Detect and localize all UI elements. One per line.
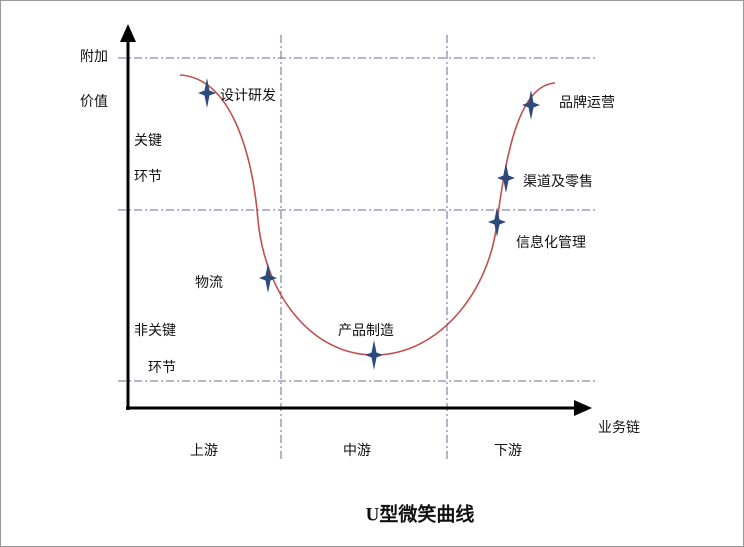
x-axis-label: 业务链 [598, 420, 640, 436]
y-axis-label: 附加 [80, 49, 108, 65]
y-arrow [120, 24, 136, 42]
x-arrow [574, 400, 592, 416]
stage-label: 中游 [343, 443, 371, 459]
star-marker [259, 263, 277, 293]
star-marker [497, 163, 515, 193]
point-label: 设计研发 [220, 88, 276, 104]
title: U型微笑曲线 [366, 502, 475, 525]
markers [198, 78, 540, 370]
star-marker [522, 90, 540, 120]
point-label: 信息化管理 [516, 234, 586, 251]
zone-label: 非关键 [134, 323, 176, 339]
point-label: 产品制造 [338, 323, 394, 339]
stage-label: 上游 [190, 443, 218, 459]
point-label: 品牌运营 [559, 94, 615, 111]
zone-label: 环节 [148, 360, 176, 376]
stage-label: 下游 [494, 443, 522, 459]
star-marker [365, 340, 383, 370]
point-label: 渠道及零售 [523, 174, 593, 190]
star-marker [488, 207, 506, 237]
guides [118, 35, 597, 462]
y-axis-label: 价值 [80, 94, 108, 110]
axes [120, 24, 592, 416]
point-label: 物流 [195, 275, 223, 291]
star-marker [198, 78, 216, 108]
zone-label: 环节 [134, 169, 162, 185]
zone-label: 关键 [134, 133, 162, 149]
